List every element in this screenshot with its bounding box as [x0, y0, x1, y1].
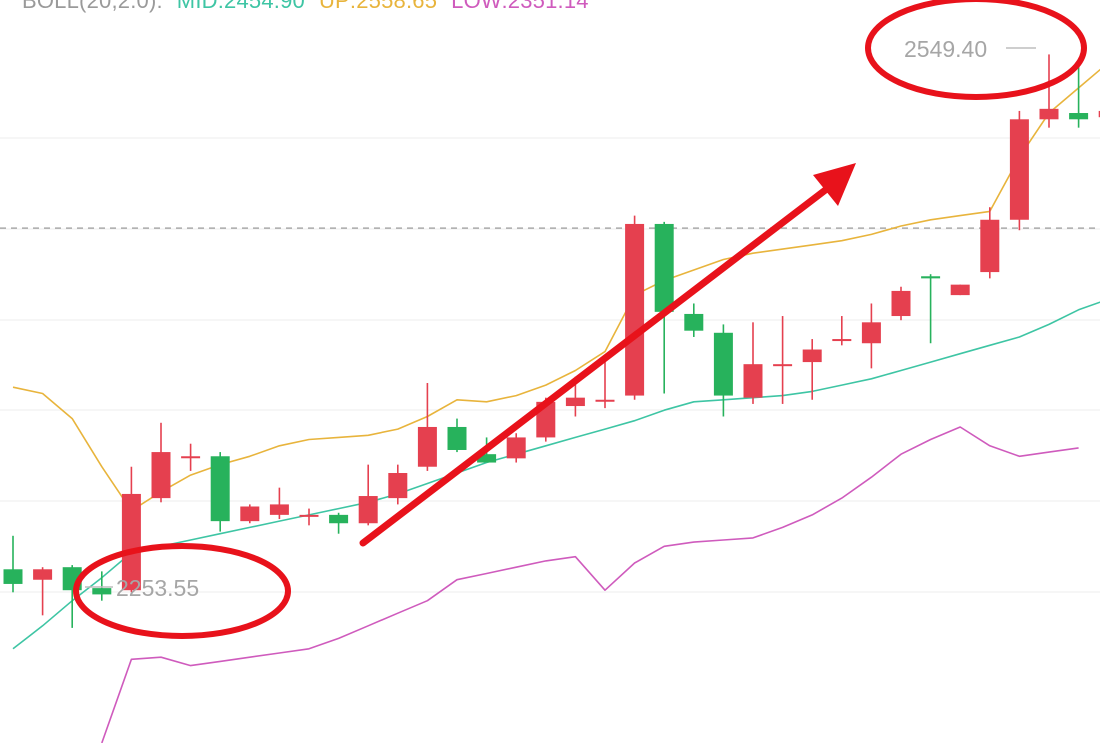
candle-body	[743, 364, 763, 398]
candle-body	[33, 569, 53, 580]
candle	[417, 383, 437, 471]
candle	[181, 443, 201, 471]
boll-mid-line	[12, 301, 1100, 650]
candle	[1039, 54, 1059, 128]
candle	[921, 274, 941, 344]
boll-mid-value: MID:2454.90	[176, 0, 305, 13]
candle-body	[3, 569, 23, 584]
candle-body	[210, 456, 230, 522]
candle-body	[1009, 119, 1029, 220]
candle-body	[980, 219, 1000, 273]
candle-body	[358, 496, 378, 524]
candle	[713, 324, 733, 417]
candle	[980, 207, 1000, 279]
candle	[210, 452, 230, 532]
candle	[33, 567, 53, 616]
candle-body	[832, 339, 852, 342]
candle	[151, 422, 171, 503]
candle-body	[773, 364, 793, 367]
candle-body	[92, 588, 112, 595]
candle	[654, 221, 674, 394]
candle	[684, 303, 704, 337]
candle-body	[299, 514, 319, 517]
boll-label: BOLL(20,2.0):	[22, 0, 163, 13]
candle	[861, 303, 881, 369]
candle	[358, 464, 378, 526]
boll-low-line	[101, 426, 1079, 743]
candle-body	[891, 290, 911, 317]
boll-low-value: LOW:2351.14	[451, 0, 589, 13]
candle-body	[654, 223, 674, 312]
candle-body	[565, 397, 585, 407]
candle	[299, 508, 319, 526]
candle-body	[240, 506, 260, 522]
candle-body	[388, 473, 408, 499]
candle-body	[1098, 110, 1100, 118]
candle	[743, 322, 763, 404]
trend-arrow-shaft	[359, 184, 832, 547]
candle	[625, 215, 645, 400]
candle	[329, 512, 349, 534]
candle-body	[861, 322, 881, 344]
candle-body	[477, 454, 497, 463]
candle-body	[447, 426, 467, 450]
candle-body	[921, 276, 941, 279]
boll-up-value: UP:2558.65	[318, 0, 438, 13]
candle	[802, 339, 822, 400]
candle-body	[625, 223, 645, 396]
high-price-label: 2549.40	[904, 36, 987, 62]
boll-up-line	[12, 68, 1100, 512]
candle	[92, 571, 112, 601]
candle-body	[417, 426, 437, 467]
candle	[832, 316, 852, 346]
candle	[1009, 110, 1029, 231]
candle	[3, 535, 23, 593]
candle	[447, 418, 467, 453]
candle-body	[181, 456, 201, 459]
candle	[269, 487, 289, 520]
candle-body	[1069, 113, 1089, 120]
candle-body	[269, 504, 289, 515]
candle-body	[595, 399, 615, 402]
candle-body	[506, 437, 526, 459]
candle-body	[329, 514, 349, 524]
boll-header: BOLL(20,2.0): MID:2454.90 UP:2558.65 LOW:23…	[22, 0, 603, 14]
annotation-layer: 2253.55 2549.40	[73, 0, 1087, 639]
high-price-circle	[865, 0, 1087, 100]
low-price-label: 2253.55	[116, 575, 199, 601]
indicator-lines-layer	[12, 68, 1100, 743]
candle	[121, 466, 141, 593]
candle	[950, 284, 970, 296]
candle	[1098, 110, 1100, 118]
candle	[773, 316, 793, 404]
grid-layer	[0, 137, 1100, 593]
candle-body	[1039, 108, 1059, 120]
trend-arrow-head	[813, 163, 856, 206]
candles-layer	[3, 54, 1100, 628]
candle	[388, 464, 408, 505]
candle	[240, 504, 260, 524]
candle	[1069, 62, 1089, 128]
candle-body	[684, 313, 704, 331]
candle	[595, 357, 615, 409]
low-price-circle	[73, 543, 291, 639]
candle-body	[121, 493, 141, 591]
candle-body	[802, 349, 822, 363]
candle	[506, 433, 526, 463]
candle-body	[713, 332, 733, 396]
candle	[891, 286, 911, 321]
candle-body	[950, 284, 970, 296]
candle-body	[151, 452, 171, 499]
